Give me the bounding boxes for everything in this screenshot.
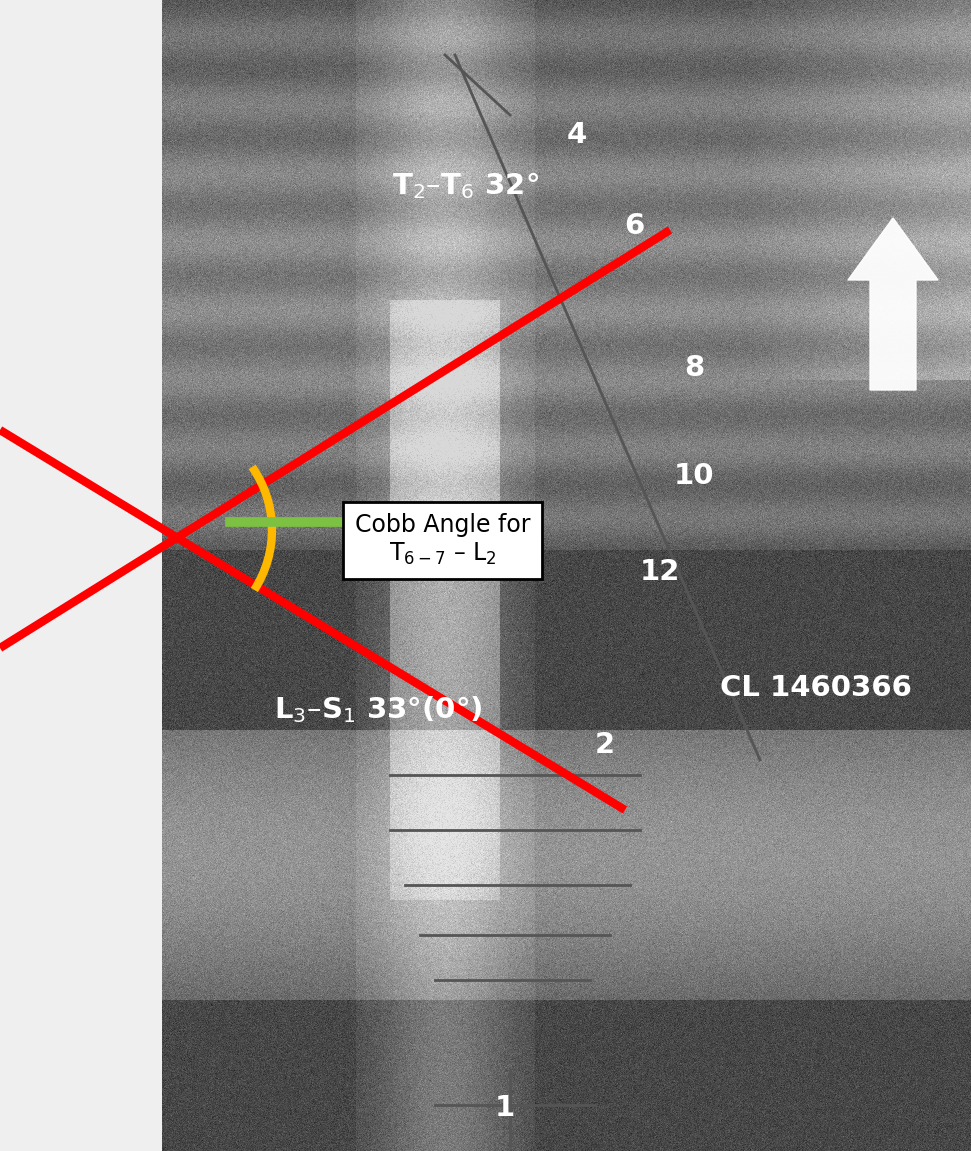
Text: Cobb Angle for
T$_{6-7}$ – L$_2$: Cobb Angle for T$_{6-7}$ – L$_2$ <box>355 513 530 567</box>
Polygon shape <box>848 218 938 390</box>
Text: 2: 2 <box>595 731 615 759</box>
Text: 12: 12 <box>640 558 681 586</box>
Text: 8: 8 <box>684 355 704 382</box>
Bar <box>0 0 162 1151</box>
Text: 4: 4 <box>567 121 587 148</box>
Text: CL 1460366: CL 1460366 <box>720 674 912 702</box>
Text: L$_3$–S$_1$ 33°(0°): L$_3$–S$_1$ 33°(0°) <box>274 694 483 725</box>
Text: 6: 6 <box>624 212 644 241</box>
Text: 10: 10 <box>674 462 715 490</box>
Text: 1: 1 <box>495 1093 516 1122</box>
Text: T$_2$–T$_6$ 32°: T$_2$–T$_6$ 32° <box>392 170 539 201</box>
